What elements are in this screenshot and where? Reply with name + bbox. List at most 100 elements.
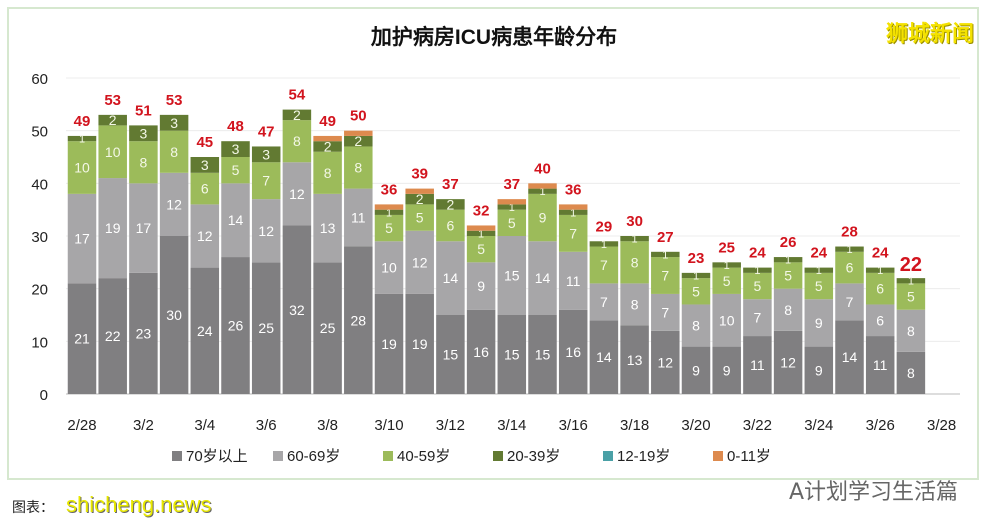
bar-segment <box>313 151 342 194</box>
bar-segment <box>159 236 189 394</box>
segment-label: 12 <box>780 354 796 370</box>
segment-label: 14 <box>596 349 612 365</box>
bar-segment <box>405 193 434 205</box>
segment-label: 7 <box>846 294 854 310</box>
bar-segment <box>251 199 281 263</box>
bar-segment <box>865 272 895 305</box>
bar-segment <box>313 135 342 142</box>
segment-label: 30 <box>166 307 182 323</box>
segment-label: 15 <box>504 347 520 363</box>
segment-label: 19 <box>381 336 397 352</box>
x-tick-label: 3/20 <box>681 417 710 434</box>
x-tick-label: 3/6 <box>256 417 277 434</box>
segment-label: 23 <box>136 325 152 341</box>
segment-label: 12 <box>197 228 213 244</box>
total-label: 53 <box>166 92 183 109</box>
segment-label: 2 <box>109 112 117 128</box>
segment-label: 6 <box>846 260 854 276</box>
total-label: 24 <box>749 245 766 262</box>
total-label: 48 <box>227 118 244 135</box>
segment-label: 8 <box>784 302 792 318</box>
bar-segment <box>374 209 404 215</box>
bar-segment <box>712 262 741 268</box>
segment-label: 8 <box>631 254 639 270</box>
total-label: 47 <box>258 123 275 140</box>
segment-label: 8 <box>907 365 915 381</box>
bar-segment <box>589 283 619 321</box>
bar-segment <box>865 267 895 273</box>
legend-swatch <box>383 451 393 461</box>
legend-swatch <box>273 451 283 461</box>
x-tick-label: 3/10 <box>374 417 403 434</box>
bar-segment <box>589 320 619 394</box>
bar-segment <box>251 262 281 394</box>
total-label: 27 <box>657 229 674 246</box>
total-label: 36 <box>381 181 398 198</box>
segment-label: 22 <box>105 328 121 344</box>
bar-segment <box>344 188 373 247</box>
segment-label: 1 <box>877 265 883 277</box>
segment-label: 1 <box>816 265 822 277</box>
segment-label: 8 <box>170 144 178 160</box>
bar-segment <box>681 272 711 279</box>
segment-label: 1 <box>754 265 760 277</box>
bar-segment <box>466 225 496 231</box>
bar-segment <box>221 157 250 184</box>
segment-label: 32 <box>289 302 305 318</box>
segment-label: 2 <box>293 107 301 123</box>
legend-label: 20-39岁 <box>507 448 560 465</box>
legend-swatch <box>493 451 503 461</box>
bar-segment <box>98 125 127 179</box>
bar-segment <box>344 246 373 394</box>
segment-label: 15 <box>535 347 551 363</box>
bar-segment <box>497 204 527 210</box>
bar-segment <box>159 172 189 236</box>
segment-label: 1 <box>632 234 638 246</box>
legend-swatch <box>713 451 723 461</box>
segment-label: 5 <box>692 283 700 299</box>
segment-label: 9 <box>539 210 547 226</box>
bar-segment <box>436 241 465 315</box>
bar-segment <box>712 346 741 394</box>
segment-label: 24 <box>197 323 213 339</box>
x-tick-label: 3/28 <box>927 417 956 434</box>
total-label: 54 <box>289 87 306 104</box>
segment-label: 11 <box>750 357 765 373</box>
caption: 图表： <box>12 499 54 515</box>
legend-label: 12-19岁 <box>617 448 670 465</box>
bar-segment <box>896 278 926 284</box>
segment-label: 5 <box>416 210 424 226</box>
segment-label: 12 <box>166 196 182 212</box>
bar-segment <box>620 236 649 242</box>
total-label: 49 <box>319 113 336 130</box>
legend-swatch <box>172 451 182 461</box>
segment-label: 11 <box>351 210 366 226</box>
bar-segment <box>804 299 834 347</box>
segment-label: 6 <box>876 281 884 297</box>
bar-segment <box>190 157 220 173</box>
y-tick-label: 20 <box>31 282 48 299</box>
x-tick-label: 3/14 <box>497 417 526 434</box>
total-label: 29 <box>596 218 613 235</box>
bar-segment <box>344 135 373 147</box>
bar-segment <box>466 230 496 236</box>
bar-segment <box>865 336 895 394</box>
bar-segment <box>344 130 373 136</box>
segment-label: 8 <box>692 318 700 334</box>
bar-segment <box>190 204 220 268</box>
segment-label: 16 <box>473 344 489 360</box>
bar-segment <box>743 267 772 273</box>
segment-label: 19 <box>412 336 428 352</box>
bar-segment <box>773 330 803 394</box>
segment-label: 11 <box>566 273 581 289</box>
y-tick-label: 30 <box>31 229 48 246</box>
segment-label: 5 <box>815 278 823 294</box>
segment-label: 1 <box>509 202 515 214</box>
total-label: 22 <box>900 254 922 276</box>
bar-segment <box>129 183 158 273</box>
total-label: 39 <box>411 166 428 183</box>
legend-label: 40-59岁 <box>397 448 450 465</box>
bar-segment <box>528 183 557 189</box>
bar-segment <box>497 236 527 315</box>
